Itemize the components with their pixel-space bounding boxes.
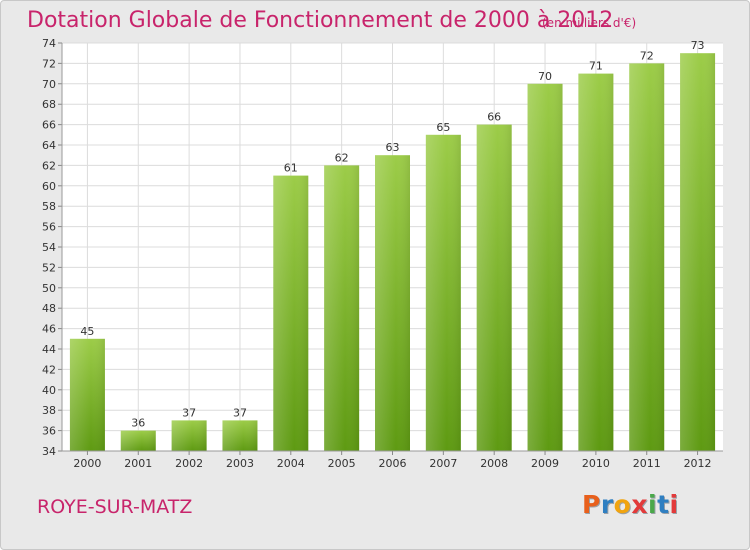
bar-shade <box>476 124 512 451</box>
bar-shade <box>324 165 360 451</box>
bar-shade <box>171 420 207 451</box>
logo-letter: i <box>669 490 679 519</box>
data-label: 73 <box>691 39 705 52</box>
bar-shade <box>120 430 156 451</box>
data-label: 37 <box>233 406 247 419</box>
bar-shade <box>680 53 716 451</box>
bar-shade <box>578 73 614 451</box>
y-tick-label: 66 <box>42 119 56 132</box>
y-tick-label: 56 <box>42 221 56 234</box>
y-tick-label: 72 <box>42 57 56 70</box>
y-tick-label: 54 <box>42 241 56 254</box>
bar-shade <box>375 155 410 451</box>
x-tick-label: 2006 <box>379 457 407 470</box>
data-label: 65 <box>436 121 450 134</box>
logo-letter: t <box>657 490 670 519</box>
y-tick-label: 68 <box>42 98 56 111</box>
x-tick-label: 2012 <box>684 457 712 470</box>
y-tick-label: 58 <box>42 200 56 213</box>
data-label: 72 <box>640 49 654 62</box>
chart-title: Dotation Globale de Fonctionnement de 20… <box>27 8 614 33</box>
logo-letter: o <box>613 490 632 519</box>
y-tick-label: 48 <box>42 302 56 315</box>
x-tick-label: 2004 <box>277 457 305 470</box>
x-tick-label: 2001 <box>124 457 152 470</box>
data-label: 71 <box>589 60 603 73</box>
y-tick-label: 52 <box>42 261 56 274</box>
data-label: 45 <box>80 325 94 338</box>
x-tick-label: 2011 <box>633 457 661 470</box>
x-tick-label: 2000 <box>73 457 101 470</box>
y-tick-label: 40 <box>42 384 56 397</box>
bar-shade <box>273 175 309 451</box>
y-tick-label: 36 <box>42 425 56 438</box>
y-tick-label: 34 <box>42 445 56 458</box>
location-label: ROYE-SUR-MATZ <box>37 496 193 518</box>
y-tick-label: 38 <box>42 404 56 417</box>
chart-subtitle: (en milliers d'€) <box>542 16 637 30</box>
bar-shade <box>527 83 563 452</box>
x-tick-label: 2002 <box>175 457 203 470</box>
y-tick-label: 60 <box>42 180 56 193</box>
bar-shade <box>69 338 105 451</box>
y-tick-label: 62 <box>42 159 56 172</box>
y-tick-label: 64 <box>42 139 56 152</box>
x-tick-label: 2003 <box>226 457 254 470</box>
y-tick-label: 44 <box>42 343 56 356</box>
logo-letter: i <box>648 490 658 519</box>
data-label: 66 <box>487 111 501 124</box>
logo-letter: x <box>631 490 648 519</box>
logo-letter: r <box>600 490 614 519</box>
proxiti-logo: Proxiti <box>582 490 679 519</box>
x-tick-label: 2007 <box>429 457 457 470</box>
data-label: 37 <box>182 406 196 419</box>
logo-letter: P <box>582 490 601 519</box>
bar-shade <box>222 420 258 451</box>
y-tick-label: 74 <box>42 37 56 50</box>
x-tick-label: 2010 <box>582 457 610 470</box>
y-tick-label: 46 <box>42 323 56 336</box>
bar-shade <box>629 63 665 452</box>
data-label: 61 <box>284 162 298 175</box>
data-label: 63 <box>386 141 400 154</box>
x-tick-label: 2008 <box>480 457 508 470</box>
y-tick-label: 50 <box>42 282 56 295</box>
y-tick-label: 42 <box>42 363 56 376</box>
data-label: 70 <box>538 70 552 83</box>
data-label: 36 <box>131 417 145 430</box>
x-tick-label: 2005 <box>328 457 356 470</box>
data-label: 62 <box>335 151 349 164</box>
y-tick-label: 70 <box>42 78 56 91</box>
x-tick-label: 2009 <box>531 457 559 470</box>
bar-shade <box>425 134 461 452</box>
